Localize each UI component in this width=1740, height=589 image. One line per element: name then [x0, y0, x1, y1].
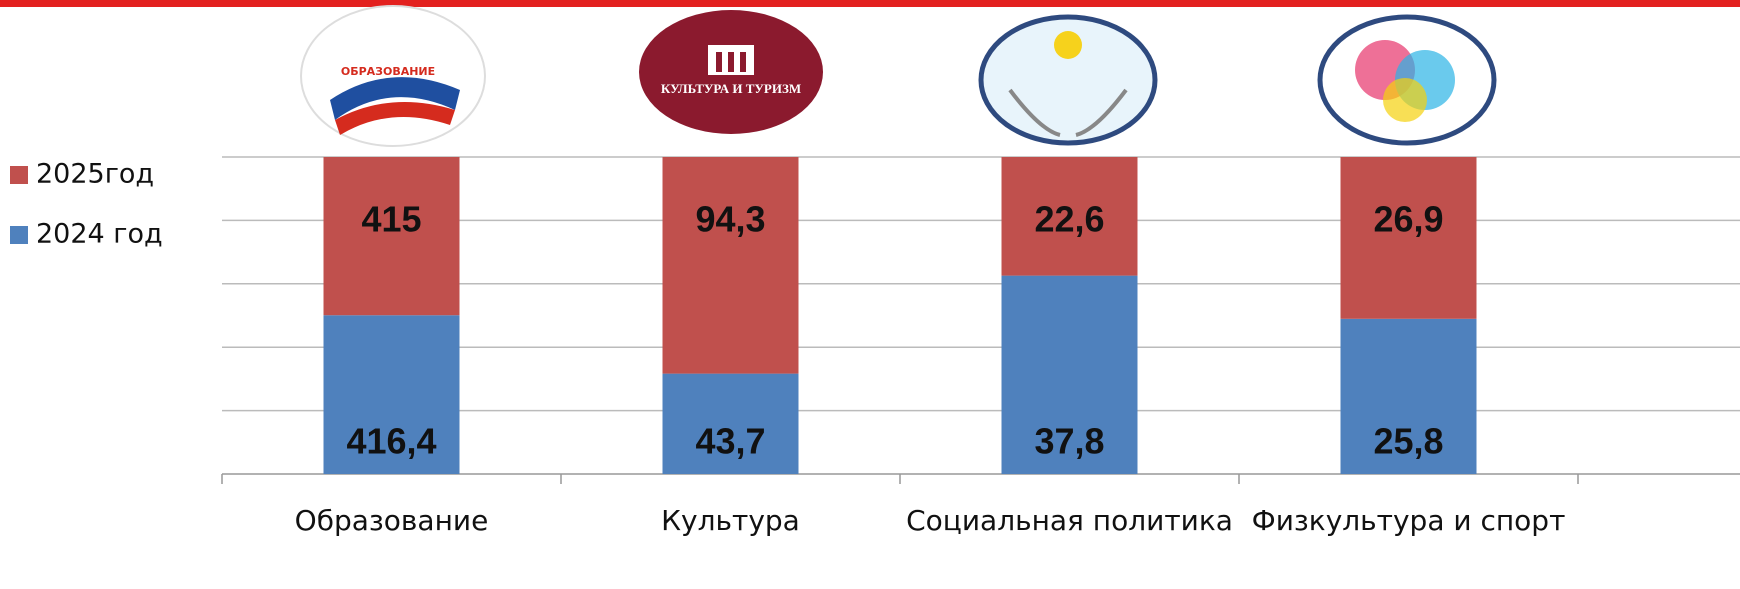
logo-sport-paint	[1383, 78, 1427, 122]
bar-segment	[1340, 318, 1477, 474]
logo-text: КУЛЬТУРА И ТУРИЗМ	[661, 81, 801, 96]
top-stripe	[0, 0, 1740, 7]
logo-culture-column	[716, 52, 722, 72]
x-tick-label: Культура	[661, 504, 800, 537]
data-label: 94,3	[695, 199, 765, 240]
bar-segment	[1340, 157, 1477, 319]
bar-segment	[662, 373, 799, 474]
bar-segment	[323, 157, 460, 316]
bar-segment	[1001, 275, 1138, 474]
legend-label: 2024 год	[36, 219, 163, 250]
bar-segment	[323, 315, 460, 474]
x-tick-label: Физкультура и спорт	[1252, 504, 1566, 537]
legend-swatch	[10, 166, 28, 184]
logo-social-sun	[1054, 31, 1082, 59]
logo-culture-column	[740, 52, 746, 72]
bar-segment	[662, 157, 799, 374]
data-label: 26,9	[1373, 199, 1443, 240]
logo-text: ОБРАЗОВАНИЕ	[341, 65, 435, 78]
logo-education-flag-blue	[330, 77, 460, 120]
data-label: 25,8	[1373, 421, 1443, 462]
data-label: 43,7	[695, 421, 765, 462]
logo-education-flag-red	[335, 102, 455, 135]
data-label: 415	[361, 199, 421, 240]
x-tick-label: Социальная политика	[906, 504, 1233, 537]
data-label: 416,4	[346, 421, 436, 462]
x-tick-label: Образование	[295, 504, 489, 537]
logos: ОБРАЗОВАНИЕ КУЛЬТУРА И ТУРИЗМ	[300, 5, 1497, 147]
legend-swatch	[10, 226, 28, 244]
logo-social-hands	[1008, 88, 1128, 137]
data-label: 37,8	[1034, 421, 1104, 462]
logo-social	[978, 14, 1158, 146]
legend-label: 2025год	[36, 159, 154, 190]
logo-culture-column	[728, 52, 734, 72]
bar-segment	[1001, 157, 1138, 276]
data-label: 22,6	[1034, 199, 1104, 240]
